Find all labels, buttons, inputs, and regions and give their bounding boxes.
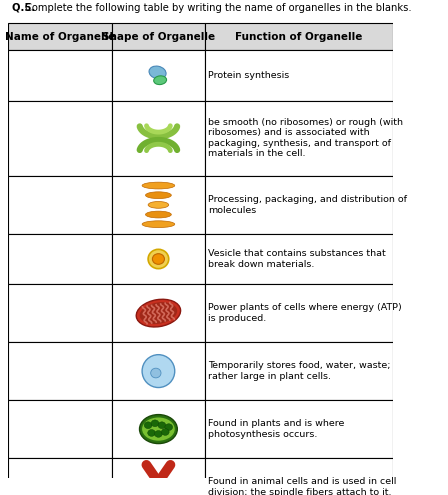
Text: be smooth (no ribosomes) or rough (with
ribosomes) and is associated with
packag: be smooth (no ribosomes) or rough (with … (208, 118, 403, 158)
Bar (9, 342, 112, 400)
Text: Vesicle that contains substances that
break down materials.: Vesicle that contains substances that br… (208, 249, 386, 269)
Bar (205, 234, 393, 284)
Bar (112, 400, 205, 458)
Ellipse shape (151, 368, 161, 378)
Bar (112, 284, 205, 342)
Bar (205, 342, 393, 400)
Ellipse shape (139, 415, 177, 444)
Bar (205, 23, 393, 50)
Bar (9, 50, 112, 100)
Bar (9, 234, 112, 284)
Ellipse shape (142, 355, 175, 388)
Bar (205, 458, 393, 495)
Ellipse shape (152, 253, 164, 264)
Bar (9, 176, 112, 234)
Text: Processing, packaging, and distribution of
molecules: Processing, packaging, and distribution … (208, 195, 407, 214)
Bar (9, 458, 112, 495)
Ellipse shape (161, 429, 169, 436)
Bar (205, 284, 393, 342)
Ellipse shape (158, 422, 166, 429)
Bar (205, 50, 393, 100)
Bar (112, 342, 205, 400)
Text: Complete the following table by writing the name of organelles in the blanks.: Complete the following table by writing … (26, 3, 412, 13)
Text: Function of Organelle: Function of Organelle (235, 32, 362, 42)
Bar (205, 100, 393, 176)
Ellipse shape (142, 221, 175, 228)
Bar (112, 23, 205, 50)
Bar (9, 400, 112, 458)
Ellipse shape (146, 192, 171, 198)
Ellipse shape (148, 201, 169, 208)
Ellipse shape (142, 182, 175, 189)
Bar (112, 458, 205, 495)
Ellipse shape (148, 430, 155, 436)
Ellipse shape (149, 66, 166, 79)
Text: Shape of Organelle: Shape of Organelle (102, 32, 215, 42)
Bar (9, 284, 112, 342)
Text: Power plants of cells where energy (ATP)
is produced.: Power plants of cells where energy (ATP)… (208, 303, 402, 323)
Bar (112, 234, 205, 284)
Text: Temporarily stores food, water, waste;
rather large in plant cells.: Temporarily stores food, water, waste; r… (208, 361, 391, 381)
Bar (112, 50, 205, 100)
Ellipse shape (148, 249, 169, 269)
Ellipse shape (136, 299, 181, 327)
Text: Found in animal cells and is used in cell
division; the spindle fibers attach to: Found in animal cells and is used in cel… (208, 477, 396, 495)
Ellipse shape (142, 417, 175, 441)
Ellipse shape (151, 420, 159, 427)
Bar (9, 23, 112, 50)
Ellipse shape (165, 424, 172, 431)
Bar (9, 100, 112, 176)
Text: Found in plants and is where
photosynthesis occurs.: Found in plants and is where photosynthe… (208, 419, 345, 439)
Bar (205, 176, 393, 234)
Bar (112, 176, 205, 234)
Text: Q.5.: Q.5. (12, 3, 39, 13)
Text: Name of Organelle: Name of Organelle (5, 32, 116, 42)
Text: Protein synthesis: Protein synthesis (208, 71, 289, 80)
Ellipse shape (144, 422, 152, 429)
Ellipse shape (146, 211, 171, 218)
Bar (112, 100, 205, 176)
Ellipse shape (155, 431, 162, 437)
Ellipse shape (154, 76, 167, 85)
Ellipse shape (140, 302, 177, 324)
Bar (205, 400, 393, 458)
